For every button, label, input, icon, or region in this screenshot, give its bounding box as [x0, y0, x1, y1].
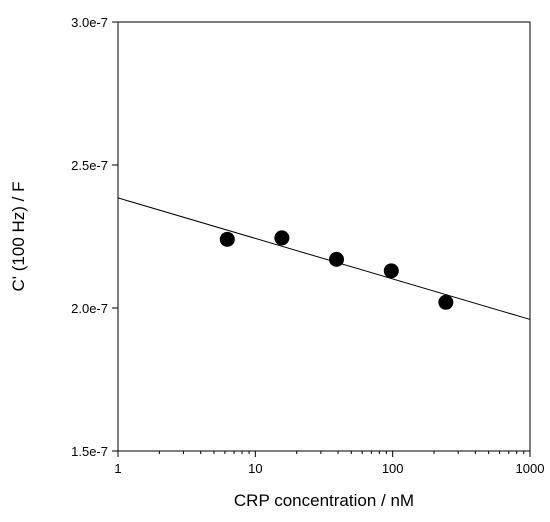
fit-line	[117, 197, 531, 320]
y-tick-label: 1.5e-7	[71, 444, 108, 459]
data-point	[383, 263, 399, 279]
data-point	[438, 294, 454, 310]
data-point	[219, 231, 235, 247]
x-axis-ticks: 1 10 100 1000	[114, 451, 544, 476]
x-tick-label: 100	[382, 461, 404, 476]
y-axis-ticks: 1.5e-7 2.0e-7 2.5e-7 3.0e-7	[71, 15, 118, 459]
x-tick-label: 1	[114, 461, 121, 476]
y-tick-label: 2.5e-7	[71, 158, 108, 173]
data-point	[329, 251, 345, 267]
data-point	[274, 230, 290, 246]
x-tick-label: 10	[248, 461, 262, 476]
x-tick-label: 1000	[516, 461, 545, 476]
y-axis-title: C' (100 Hz) / F	[9, 182, 28, 292]
fit-line-group	[117, 197, 531, 320]
plot-frame	[117, 21, 531, 452]
x-axis-title: CRP concentration / nM	[234, 491, 414, 510]
y-tick-label: 2.0e-7	[71, 301, 108, 316]
plot-border	[117, 21, 531, 452]
data-points	[219, 230, 454, 310]
y-tick-label: 3.0e-7	[71, 15, 108, 30]
